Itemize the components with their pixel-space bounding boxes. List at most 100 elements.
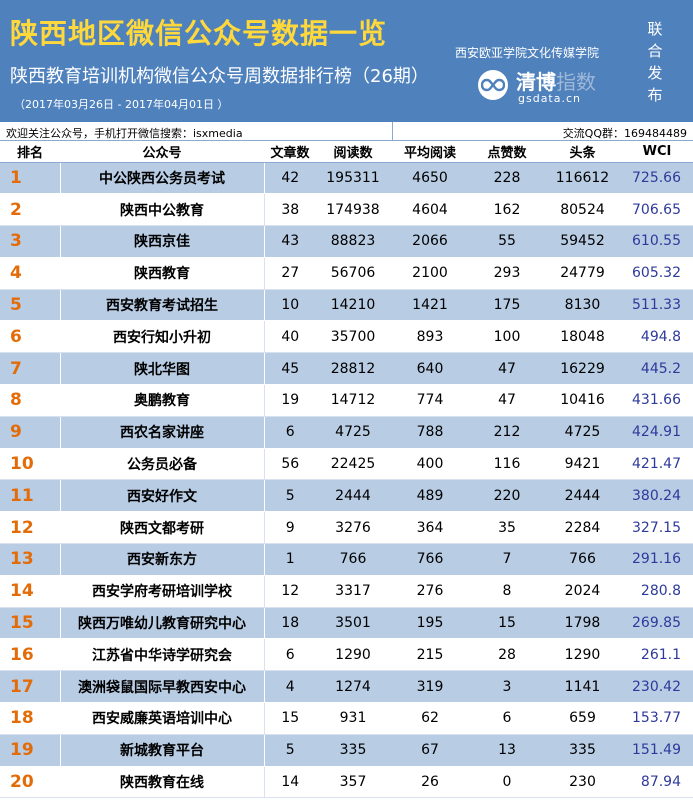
reads-cell: 2444	[316, 479, 390, 513]
likes-cell: 55	[470, 225, 544, 258]
account-name-cell: 陕西教育在线	[59, 766, 265, 799]
page-subtitle: 陕西教育培训机构微信公众号周数据排行榜（26期）	[10, 66, 429, 87]
table-row: 3 陕西京佳 43 88823 2066 55 59452 610.55	[0, 225, 693, 258]
articles-cell: 15	[264, 702, 316, 735]
avg-reads-cell: 640	[390, 352, 470, 386]
wci-cell: 269.85	[621, 607, 693, 640]
articles-cell: 5	[264, 479, 316, 513]
articles-cell: 5	[264, 734, 316, 767]
wci-cell: 494.8	[621, 320, 693, 354]
table-row: 14 西安学府考研培训学校 12 3317 276 8 2024 280.8	[0, 575, 693, 608]
info-row: 欢迎关注公众号，手机打开微信搜索：isxmedia 交流QQ群：16948448…	[0, 122, 693, 141]
articles-cell: 18	[264, 607, 316, 640]
account-name-cell: 西农名家讲座	[59, 416, 265, 449]
logo-domain: gsdata.cn	[518, 92, 582, 105]
account-name-cell: 陕西万唯幼儿教育研究中心	[59, 607, 265, 640]
avg-reads-cell: 4604	[390, 193, 470, 227]
table-row: 11 西安好作文 5 2444 489 220 2444 380.24	[0, 479, 693, 513]
avg-reads-cell: 1421	[390, 289, 470, 322]
partner-name: 西安欧亚学院文化传媒学院	[455, 46, 600, 60]
reads-cell: 3317	[316, 575, 390, 608]
table-row: 20 陕西教育在线 14 357 26 0 230 87.94	[0, 766, 693, 799]
reads-cell: 174938	[316, 193, 390, 227]
account-name-cell: 西安新东方	[59, 543, 265, 576]
reads-cell: 3276	[316, 511, 390, 545]
articles-cell: 6	[264, 638, 316, 672]
reads-cell: 28812	[316, 352, 390, 386]
account-name-cell: 西安威廉英语培训中心	[59, 702, 265, 735]
table-row: 19 新城教育平台 5 335 67 13 335 151.49	[0, 734, 693, 767]
rank-cell: 5	[0, 289, 61, 322]
table-row: 2 陕西中公教育 38 174938 4604 162 80524 706.65	[0, 193, 693, 227]
likes-cell: 8	[470, 575, 544, 608]
table-row: 13 西安新东方 1 766 766 7 766 291.16	[0, 543, 693, 576]
headline-cell: 8130	[544, 289, 621, 322]
table-row: 9 西农名家讲座 6 4725 788 212 4725 424.91	[0, 416, 693, 449]
header-articles: 文章数	[264, 141, 316, 163]
likes-cell: 293	[470, 257, 544, 290]
wci-cell: 380.24	[621, 479, 693, 513]
page-title: 陕西地区微信公众号数据一览	[10, 17, 388, 50]
likes-cell: 0	[470, 766, 544, 799]
articles-cell: 10	[264, 289, 316, 322]
likes-cell: 3	[470, 670, 544, 704]
headline-cell: 1798	[544, 607, 621, 640]
articles-cell: 42	[264, 162, 316, 195]
logo-name-faint: 指数	[556, 70, 596, 94]
reads-cell: 335	[316, 734, 390, 767]
vertical-char: 合	[647, 42, 663, 60]
vertical-char: 布	[647, 86, 663, 104]
articles-cell: 1	[264, 543, 316, 576]
wci-cell: 445.2	[621, 352, 693, 386]
wci-cell: 610.55	[621, 225, 693, 258]
avg-reads-cell: 774	[390, 384, 470, 417]
likes-cell: 228	[470, 162, 544, 195]
headline-cell: 18048	[544, 320, 621, 354]
articles-cell: 43	[264, 225, 316, 258]
table-row: 17 澳洲袋鼠国际早教西安中心 4 1274 319 3 1141 230.42	[0, 670, 693, 704]
account-name-cell: 中公陕西公务员考试	[59, 162, 265, 195]
avg-reads-cell: 26	[390, 766, 470, 799]
headline-cell: 116612	[544, 162, 621, 195]
rank-cell: 15	[0, 607, 61, 640]
header-banner: 陕西地区微信公众号数据一览 陕西教育培训机构微信公众号周数据排行榜（26期） （…	[0, 0, 693, 122]
rank-cell: 6	[0, 320, 61, 354]
wci-cell: 424.91	[621, 416, 693, 449]
table-header-row: 排名 公众号 文章数 阅读数 平均阅读 点赞数 头条 WCI	[0, 141, 693, 163]
likes-cell: 15	[470, 607, 544, 640]
likes-cell: 162	[470, 193, 544, 227]
account-name-cell: 西安教育考试招生	[59, 289, 265, 322]
ranking-table: 排名 公众号 文章数 阅读数 平均阅读 点赞数 头条 WCI 1 中公陕西公务员考…	[0, 141, 693, 799]
reads-cell: 195311	[316, 162, 390, 195]
articles-cell: 38	[264, 193, 316, 227]
avg-reads-cell: 62	[390, 702, 470, 735]
rank-cell: 9	[0, 416, 61, 449]
rank-cell: 4	[0, 257, 61, 290]
header-account: 公众号	[60, 141, 264, 163]
table-row: 10 公务员必备 56 22425 400 116 9421 421.47	[0, 448, 693, 481]
header-wci: WCI	[621, 141, 693, 163]
rank-cell: 8	[0, 384, 61, 417]
articles-cell: 12	[264, 575, 316, 608]
articles-cell: 9	[264, 511, 316, 545]
reads-cell: 88823	[316, 225, 390, 258]
headline-cell: 230	[544, 766, 621, 799]
gsdata-logo: 清博指数 gsdata.cn	[478, 64, 628, 105]
table-row: 6 西安行知小升初 40 35700 893 100 18048 494.8	[0, 320, 693, 354]
account-name-cell: 陕西文都考研	[59, 511, 265, 545]
avg-reads-cell: 319	[390, 670, 470, 704]
reads-cell: 14712	[316, 384, 390, 417]
rank-cell: 13	[0, 543, 61, 576]
reads-cell: 35700	[316, 320, 390, 354]
account-name-cell: 江苏省中华诗学研究会	[59, 638, 265, 672]
reads-cell: 1290	[316, 638, 390, 672]
avg-reads-cell: 215	[390, 638, 470, 672]
articles-cell: 14	[264, 766, 316, 799]
account-name-cell: 陕北华图	[59, 352, 265, 386]
headline-cell: 766	[544, 543, 621, 576]
rank-cell: 19	[0, 734, 61, 767]
headline-cell: 24779	[544, 257, 621, 290]
wci-cell: 421.47	[621, 448, 693, 481]
reads-cell: 14210	[316, 289, 390, 322]
logo-name-bold: 清博	[516, 70, 556, 94]
